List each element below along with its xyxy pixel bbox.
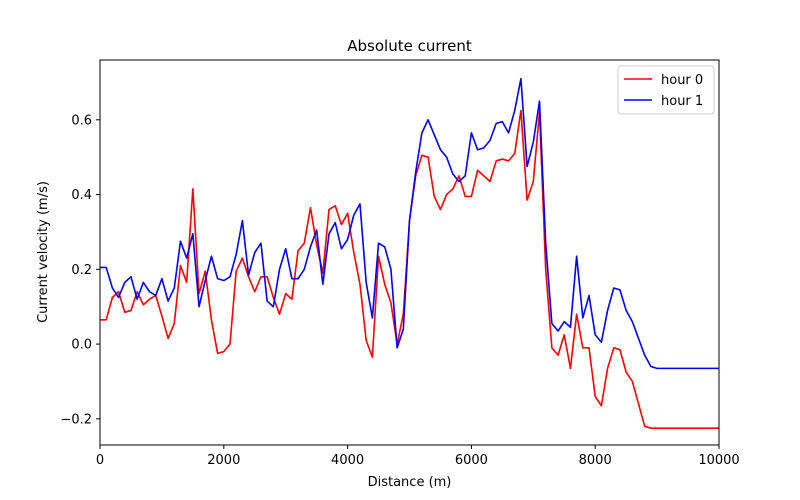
legend: hour 0 hour 1 bbox=[617, 65, 715, 115]
x-tick-label: 8000 bbox=[579, 453, 612, 468]
legend-label-hour-1: hour 1 bbox=[661, 94, 703, 109]
chart-title: Absolute current bbox=[347, 37, 472, 55]
x-axis-label: Distance (m) bbox=[368, 475, 452, 490]
y-axis: −0.2 0.0 0.2 0.4 0.6 bbox=[60, 113, 100, 427]
x-tick-label: 0 bbox=[96, 453, 104, 468]
x-axis: 0 2000 4000 6000 8000 10000 bbox=[96, 445, 740, 468]
y-tick-label: 0.6 bbox=[71, 113, 92, 128]
plot-frame bbox=[99, 59, 720, 446]
y-tick-label: 0.0 bbox=[71, 338, 92, 353]
series-line-hour-1 bbox=[100, 77, 719, 370]
legend-box bbox=[617, 65, 715, 115]
y-tick-label: 0.2 bbox=[71, 263, 92, 278]
plot-lines bbox=[100, 77, 719, 429]
x-tick-label: 6000 bbox=[455, 453, 488, 468]
series-line-hour-0 bbox=[100, 109, 719, 429]
y-tick-label: 0.4 bbox=[71, 188, 92, 203]
x-tick-label: 4000 bbox=[331, 453, 364, 468]
legend-label-hour-0: hour 0 bbox=[661, 73, 703, 88]
y-tick-label: −0.2 bbox=[60, 412, 92, 427]
x-tick-label: 10000 bbox=[698, 453, 739, 468]
x-tick-label: 2000 bbox=[207, 453, 240, 468]
y-axis-label: Current velocity (m/s) bbox=[36, 181, 51, 323]
